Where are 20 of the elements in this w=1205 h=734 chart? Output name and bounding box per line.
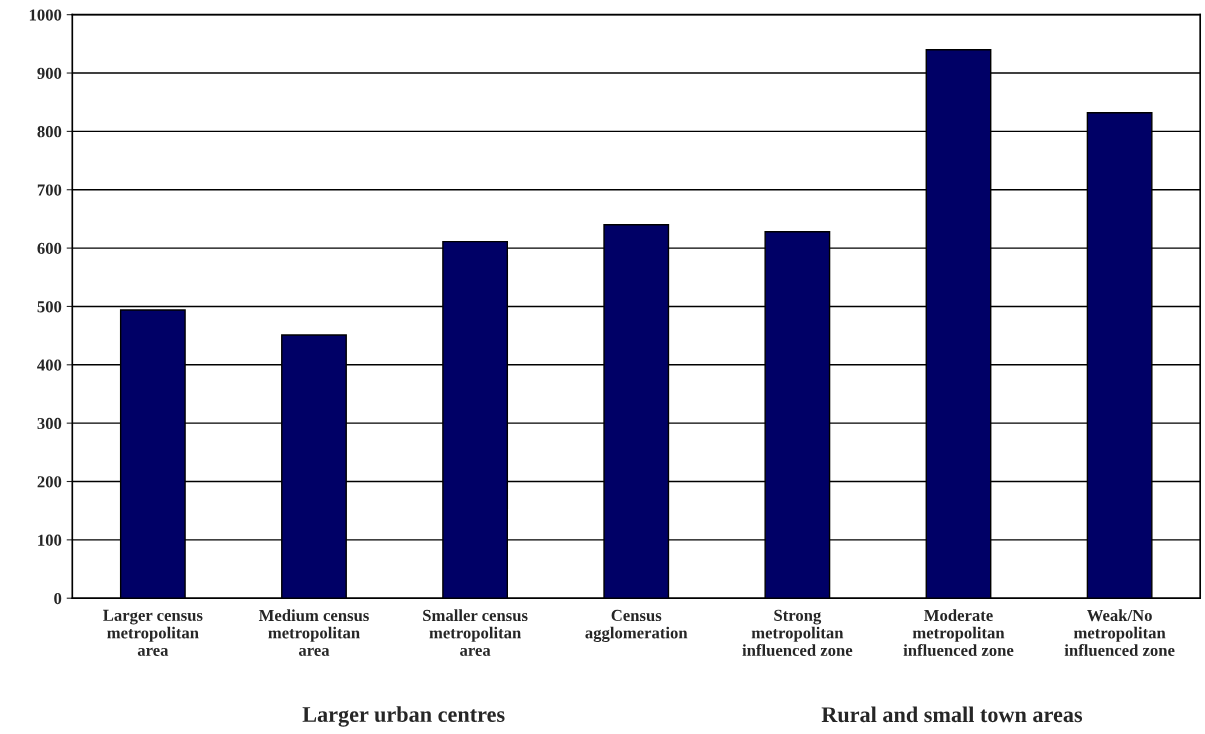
x-tick-label: Weak/No metropolitan influenced zone [1064, 609, 1175, 656]
y-tick-label: 900 [37, 67, 62, 79]
text: Rural and small town areas [821, 706, 1083, 723]
y-tick-label: 300 [37, 417, 62, 430]
y-tick-label: 100 [38, 534, 62, 546]
y-tick-label: 0 [54, 592, 62, 605]
x-tick-label: Strong metropolitan influenced zone [742, 609, 853, 656]
x-tick-label: Medium census metropolitan area [258, 609, 369, 656]
x-tick-label: Moderate metropolitan influenced zone [903, 609, 1014, 656]
x-tick-label: Larger census metropolitan area [103, 609, 203, 656]
y-tick-label: 500 [37, 301, 62, 313]
y-tick-label: 700 [37, 184, 62, 196]
text: Larger urban centres [302, 706, 505, 727]
y-tick-label: 200 [37, 476, 62, 488]
x-tick-label: Smaller census metropolitan area [423, 609, 528, 656]
y-tick-label: 600 [37, 242, 62, 255]
y-tick-label: 1000 [29, 9, 62, 21]
x-tick-label: Census agglomeration [585, 609, 688, 642]
y-tick-label: 400 [37, 359, 62, 371]
y-tick-label: 800 [37, 126, 62, 138]
